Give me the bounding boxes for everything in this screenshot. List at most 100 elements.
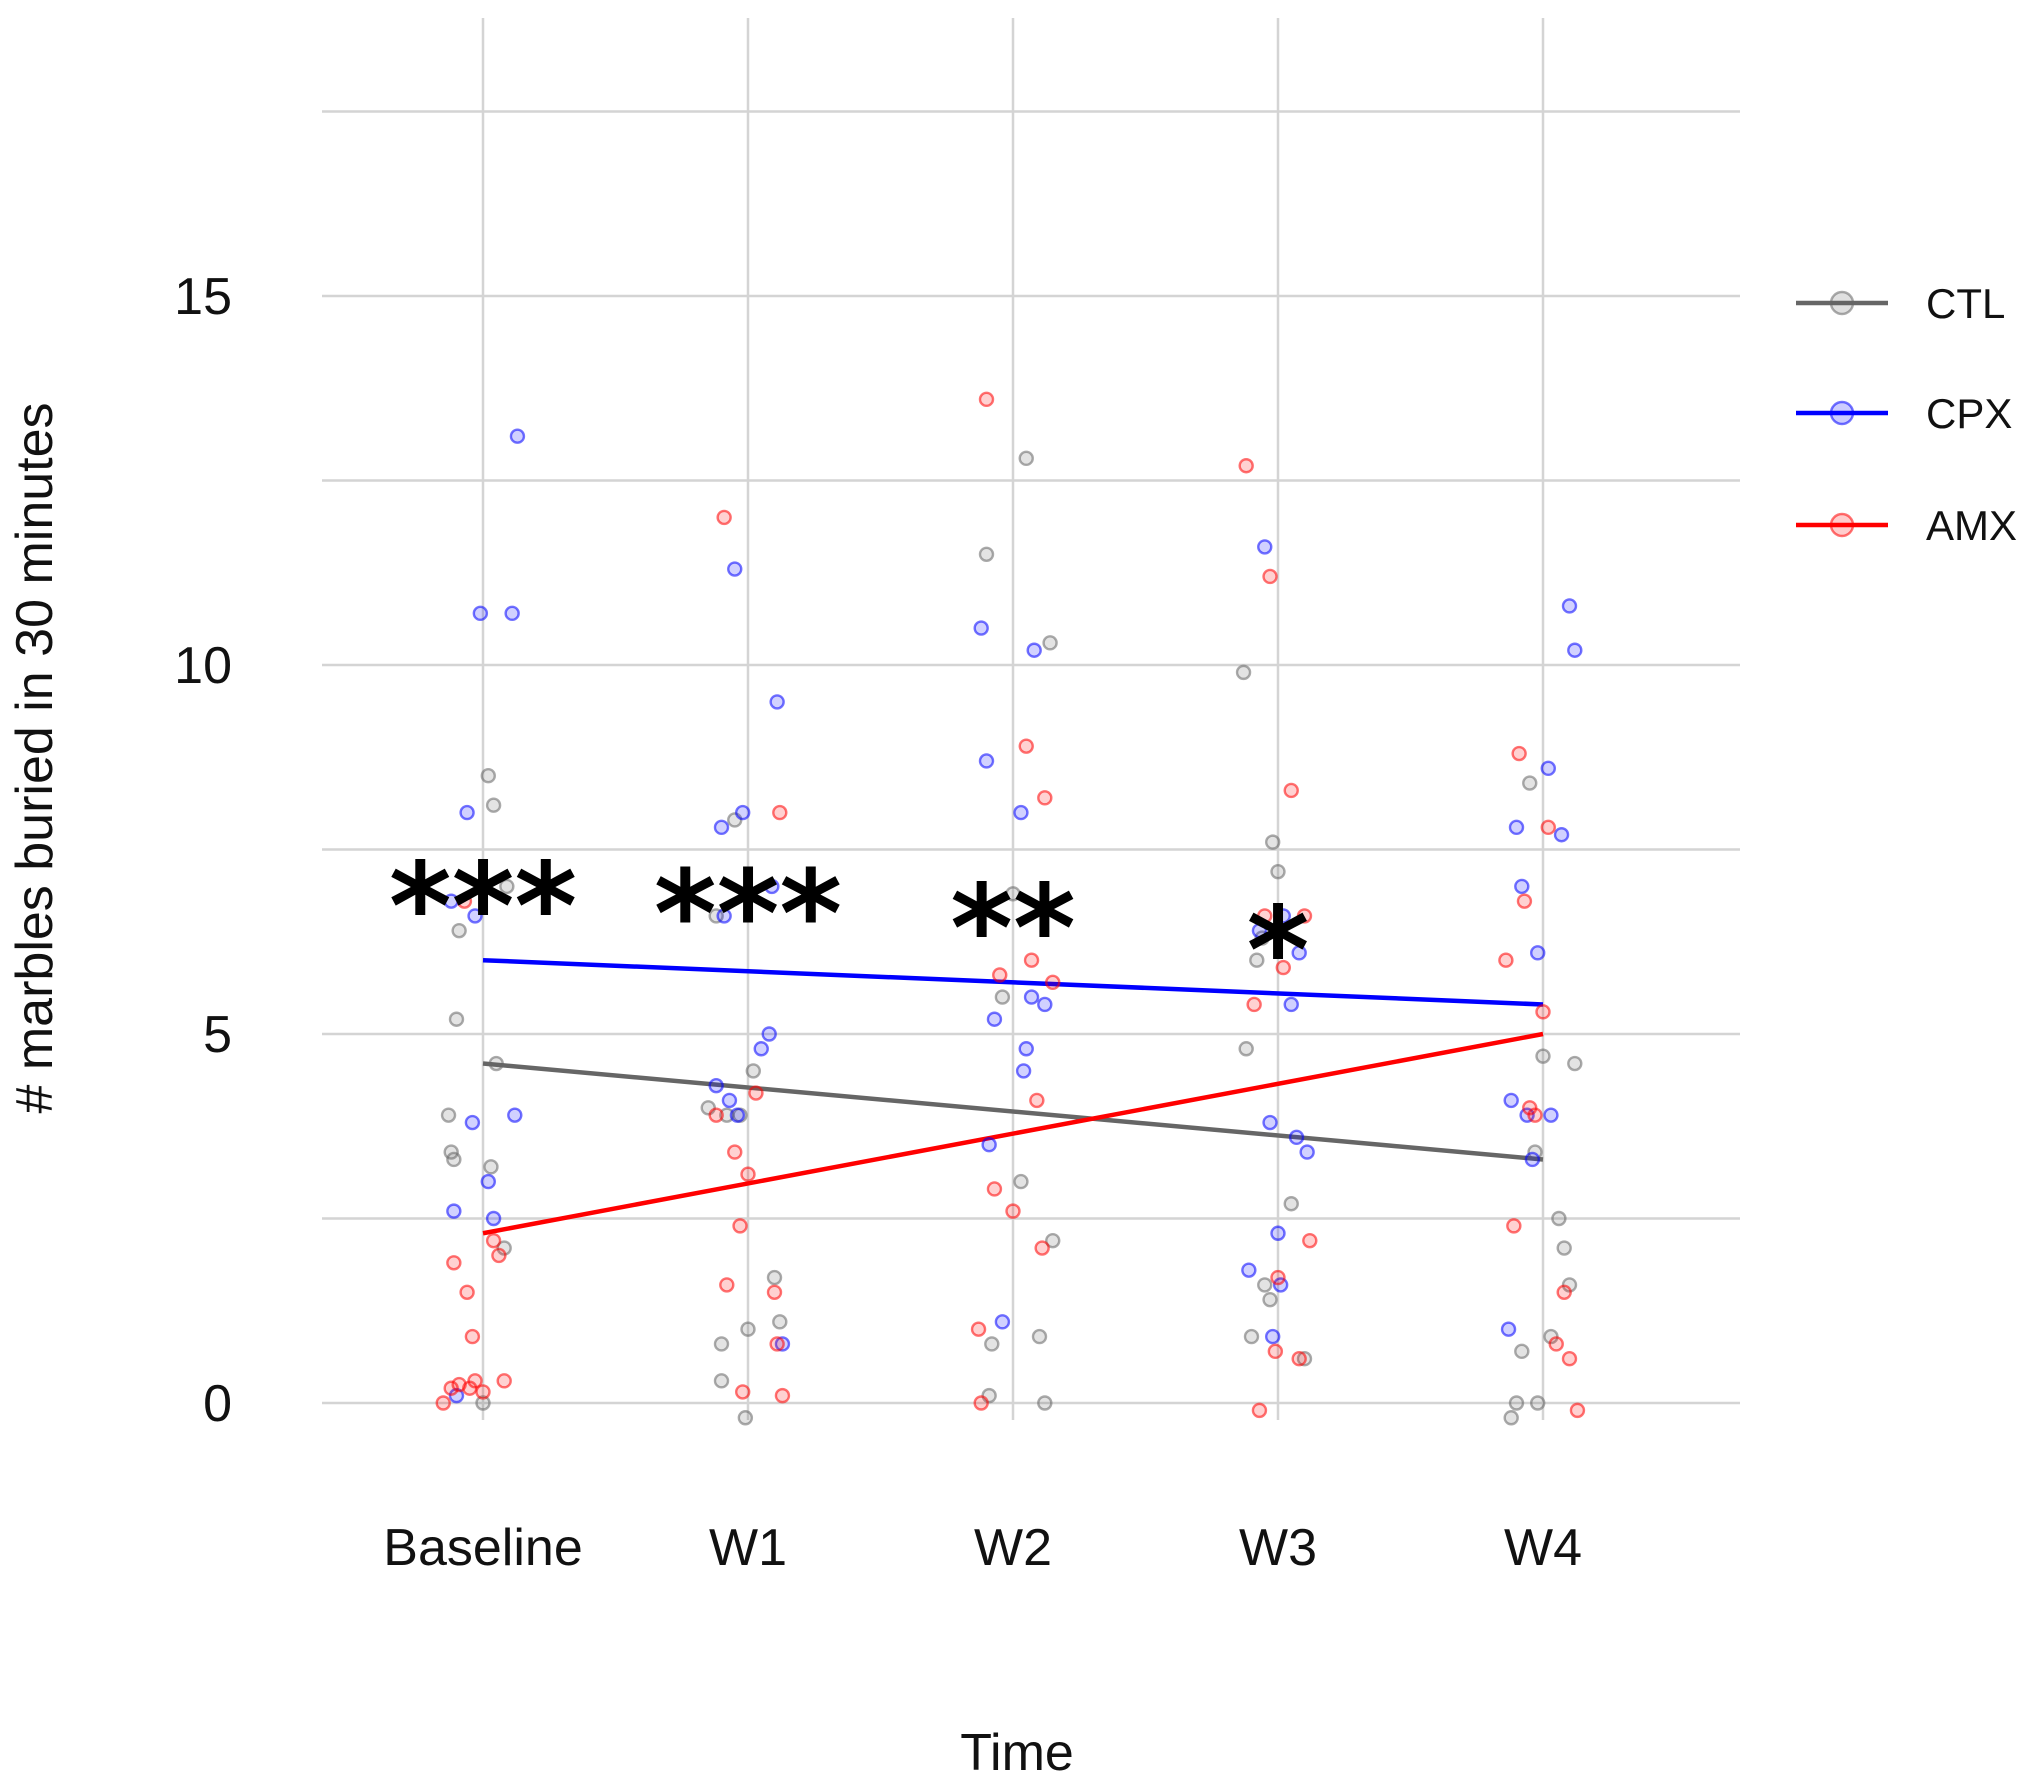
legend[interactable]: CTL CPX AMX — [1796, 280, 2017, 549]
data-point-amx — [1005, 1203, 1021, 1219]
data-point-cpx — [1553, 827, 1570, 843]
data-point-cpx — [764, 878, 780, 895]
data-point-amx — [970, 1321, 987, 1337]
data-point-amx — [766, 1284, 783, 1301]
trend-lines — [482, 957, 1544, 1236]
data-point-ctl — [1045, 1232, 1061, 1249]
data-point-amx — [443, 1380, 459, 1396]
data-point-cpx — [1561, 598, 1578, 614]
data-point-ctl — [984, 1336, 1000, 1352]
data-point-amx — [496, 1373, 512, 1389]
data-point-ctl — [1264, 834, 1281, 850]
data-point-cpx — [753, 1041, 769, 1057]
data-point-cpx — [446, 1203, 462, 1219]
data-point-ctl — [480, 768, 496, 784]
data-point-cpx — [1026, 642, 1042, 658]
data-point-cpx — [708, 1077, 724, 1094]
data-point-ctl — [772, 1314, 788, 1330]
data-point-ctl — [1270, 863, 1286, 880]
y-tick-label: 5 — [203, 1006, 232, 1064]
data-point-amx — [1275, 959, 1292, 976]
data-point-cpx — [727, 561, 743, 577]
data-point-ctl — [713, 1336, 730, 1352]
data-point-amx — [732, 1218, 748, 1234]
data-point-ctl — [475, 1395, 491, 1411]
legend-swatch-marker — [1829, 400, 1855, 426]
data-point-amx — [1535, 1004, 1551, 1020]
x-tick-label: W1 — [709, 1519, 787, 1577]
data-point-cpx — [1264, 1328, 1281, 1345]
data-point-amx — [735, 1384, 751, 1400]
data-points — [435, 391, 1586, 1426]
data-point-amx — [1506, 1218, 1522, 1234]
data-point-cpx — [716, 908, 732, 924]
data-point-amx — [1246, 996, 1262, 1013]
data-point-ctl — [1042, 635, 1058, 651]
data-point-amx — [1296, 908, 1313, 924]
data-point-amx — [464, 1328, 481, 1345]
data-point-amx — [978, 391, 995, 408]
data-point-cpx — [769, 694, 785, 710]
data-point-cpx — [986, 1011, 1003, 1027]
data-point-cpx — [459, 804, 475, 821]
data-point-amx — [1257, 908, 1273, 924]
x-axis-title: Time — [960, 1724, 1074, 1782]
data-point-ctl — [448, 1011, 465, 1027]
data-point-amx — [1262, 568, 1278, 585]
x-tick-label: Baseline — [383, 1519, 582, 1577]
data-point-ctl — [1503, 1410, 1519, 1426]
data-point-amx — [986, 1181, 1003, 1197]
data-point-amx — [1511, 745, 1527, 762]
data-point-ctl — [1005, 886, 1021, 902]
data-point-ctl — [1235, 664, 1252, 681]
data-point-amx — [459, 1284, 475, 1301]
significance-stars: *** — [389, 838, 577, 977]
legend-swatch-marker — [1829, 512, 1855, 538]
data-point-amx — [491, 1247, 507, 1264]
data-point-ctl — [1262, 1291, 1278, 1308]
data-point-cpx — [1251, 922, 1268, 939]
data-point-ctl — [1535, 1048, 1551, 1064]
data-point-cpx — [1500, 1321, 1517, 1337]
data-point-amx — [485, 1232, 502, 1249]
data-point-ctl — [1257, 1277, 1273, 1293]
data-point-ctl — [1243, 1328, 1260, 1345]
data-point-amx — [1498, 952, 1514, 968]
significance-annotations: *** *** ** * — [389, 838, 1310, 1021]
data-point-amx — [708, 1107, 724, 1123]
data-point-cpx — [1503, 1092, 1519, 1109]
data-point-ctl — [488, 1055, 504, 1072]
data-point-amx — [992, 967, 1008, 983]
data-point-amx — [719, 1277, 735, 1293]
data-point-amx — [1267, 1343, 1284, 1360]
data-point-cpx — [480, 1173, 496, 1190]
data-point-ctl — [446, 1151, 462, 1168]
data-point-cpx — [1018, 1041, 1034, 1057]
data-point-ctl — [1522, 775, 1538, 791]
data-point-cpx — [1567, 642, 1583, 658]
data-point-amx — [1034, 1240, 1050, 1256]
data-point-cpx — [1270, 1225, 1286, 1241]
data-point-amx — [446, 1255, 462, 1271]
data-point-ctl — [1249, 952, 1265, 968]
data-point-cpx — [981, 1136, 997, 1153]
data-point-cpx — [1023, 989, 1040, 1005]
data-point-amx — [1283, 782, 1299, 799]
data-point-ctl — [485, 797, 502, 813]
data-point-amx — [475, 1384, 491, 1400]
data-point-cpx — [467, 908, 483, 924]
data-point-cpx — [729, 1107, 746, 1123]
data-point-ctl — [978, 546, 995, 562]
data-point-amx — [1291, 1351, 1307, 1367]
data-point-cpx — [1524, 1151, 1541, 1168]
data-point-ctl — [994, 989, 1011, 1005]
data-point-cpx — [1283, 996, 1299, 1013]
data-point-cpx — [761, 1026, 777, 1042]
data-point-cpx — [1288, 1129, 1305, 1146]
data-point-amx — [467, 1373, 483, 1389]
data-point-cpx — [1013, 804, 1029, 821]
trend-line-ctl — [482, 1061, 1544, 1162]
data-point-amx — [716, 509, 732, 526]
data-point-amx — [1045, 974, 1061, 991]
y-tick-label: 0 — [203, 1375, 232, 1433]
